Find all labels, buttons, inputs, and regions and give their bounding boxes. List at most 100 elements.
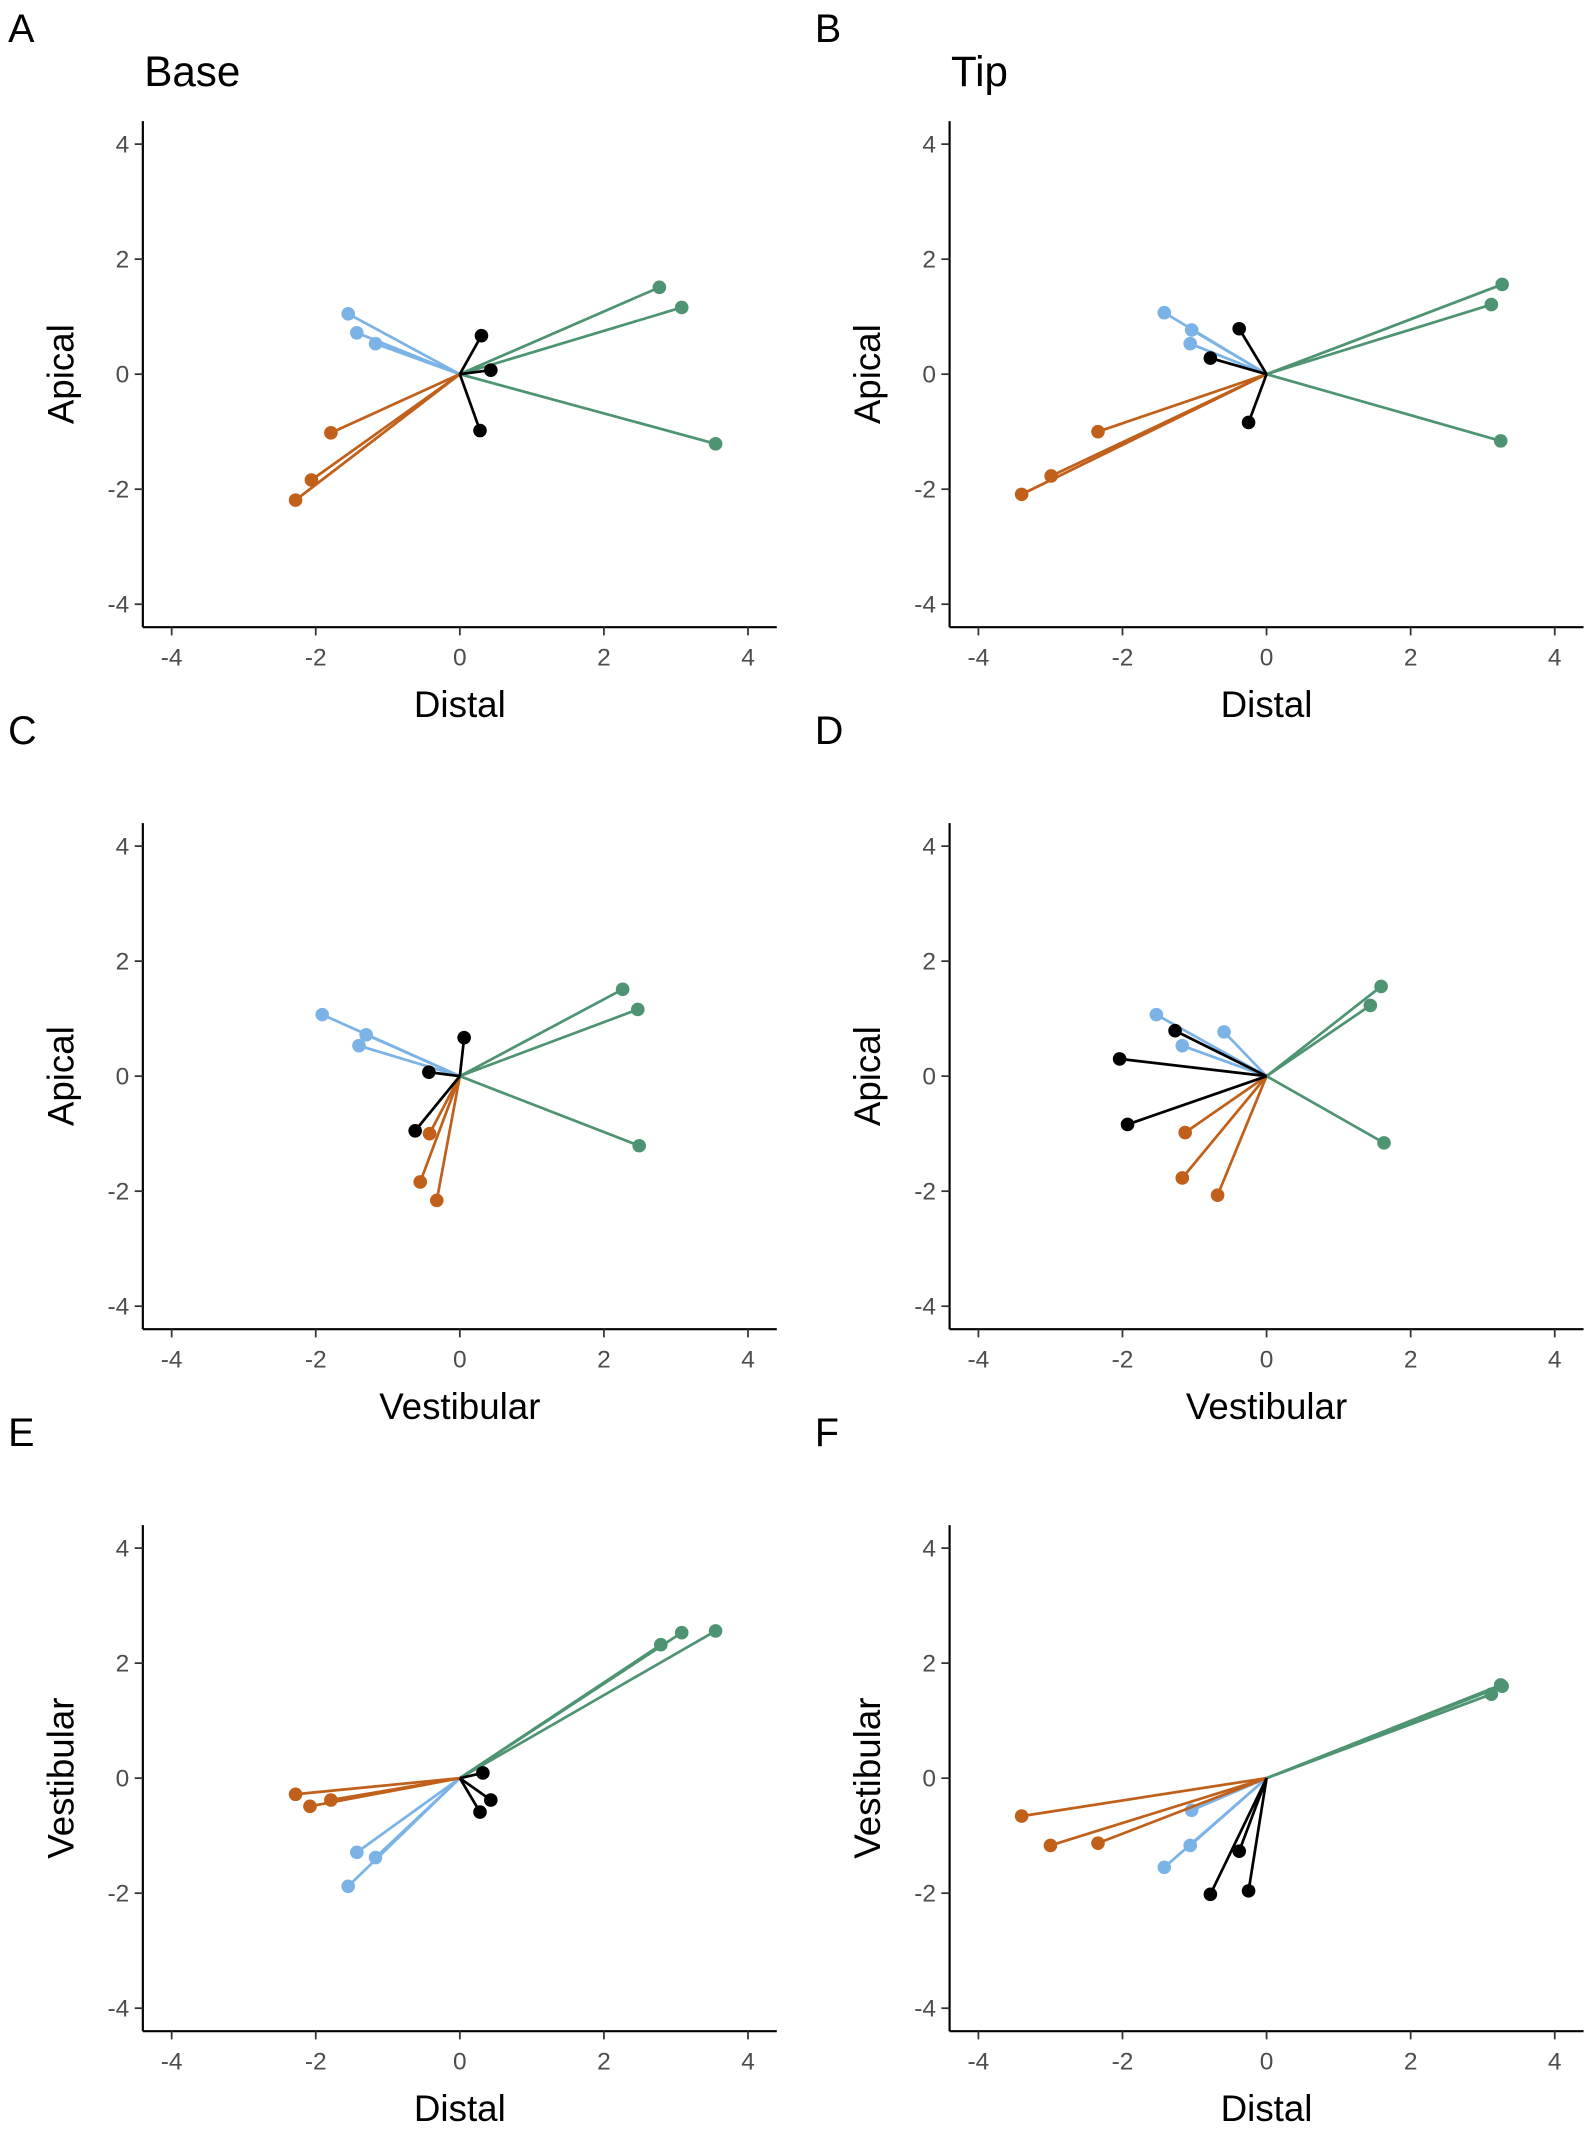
y-axis-title: Apical <box>40 1026 81 1126</box>
panel: A Base -4 -2 0 2 4 -4 -2 0 2 4 Distal Apical <box>8 7 777 725</box>
vector-line <box>1265 1074 1385 1145</box>
vector-point <box>341 1879 355 1894</box>
y-tick-label: 0 <box>116 1063 130 1090</box>
x-tick-label: 4 <box>741 1346 755 1373</box>
y-tick-label: 0 <box>922 1765 936 1792</box>
vector-line <box>1238 328 1268 375</box>
panel-title: Tip <box>951 48 1008 95</box>
y-tick-label: -4 <box>914 1995 936 2022</box>
vector-line <box>356 1777 461 1854</box>
x-tick-label: 2 <box>597 1346 611 1373</box>
y-tick-label: -2 <box>107 1178 129 1205</box>
panel-label: D <box>815 709 843 753</box>
y-axis-title: Apical <box>847 324 888 424</box>
vector-line <box>1181 1075 1268 1179</box>
vector-point <box>303 1799 317 1814</box>
vector-line <box>1119 1057 1267 1078</box>
vector-point <box>1377 1136 1391 1150</box>
vector-point <box>1493 434 1508 448</box>
vector-point <box>474 328 489 343</box>
y-tick-label: -4 <box>107 591 129 618</box>
vector-point <box>484 363 498 377</box>
vector-line <box>459 988 624 1078</box>
vector-line <box>375 342 461 376</box>
vector-line <box>459 1074 640 1148</box>
panel-label: F <box>815 1411 839 1455</box>
vector-line <box>1163 1777 1268 1869</box>
vector-point <box>473 1805 487 1819</box>
vector-line <box>295 1776 460 1796</box>
x-tick-label: -2 <box>305 2048 327 2075</box>
x-axis-title: Vestibular <box>1186 1386 1347 1427</box>
panel: D -4 -2 0 2 4 -4 -2 0 2 4 Vestibular Apical <box>815 709 1584 1427</box>
x-tick-label: 2 <box>1404 644 1418 671</box>
vector-point <box>632 1138 647 1153</box>
x-tick-label: -2 <box>305 644 327 671</box>
vector-point <box>1241 415 1256 430</box>
y-tick-label: 2 <box>922 1650 936 1677</box>
vector-point <box>429 1193 444 1208</box>
x-tick-label: 2 <box>1404 2048 1418 2075</box>
vector-point <box>708 1624 723 1638</box>
vector-point <box>324 1793 338 1807</box>
panel-label: B <box>815 7 841 51</box>
y-tick-label: -2 <box>914 476 936 503</box>
y-tick-label: 4 <box>116 833 130 860</box>
vector-point <box>1184 323 1199 337</box>
vector-point <box>315 1007 330 1022</box>
y-tick-label: -4 <box>107 1995 129 2022</box>
vector-line <box>1097 1776 1268 1845</box>
vector-point <box>652 280 667 295</box>
vector-point <box>1241 1884 1256 1898</box>
vector-point <box>1217 1025 1231 1039</box>
vector-line <box>1216 1075 1268 1196</box>
vector-line <box>1266 303 1492 376</box>
vector-line <box>1247 373 1268 423</box>
vector-line <box>347 312 461 376</box>
vector-line <box>1266 1684 1503 1780</box>
vector-line <box>459 286 660 376</box>
vector-point <box>408 1123 422 1138</box>
panel: E -4 -2 0 2 4 -4 -2 0 2 4 Distal Vestibular <box>8 1411 777 2129</box>
x-tick-label: 4 <box>741 2048 755 2075</box>
vector-point <box>1112 1052 1127 1066</box>
vector-line <box>294 373 461 502</box>
y-tick-label: 4 <box>116 131 130 158</box>
panel: B Tip -4 -2 0 2 4 -4 -2 0 2 4 Distal Apical <box>815 7 1584 725</box>
y-tick-label: -2 <box>914 1880 936 1907</box>
vector-line <box>458 334 483 375</box>
vector-point <box>1210 1188 1225 1203</box>
y-tick-label: -2 <box>107 476 129 503</box>
y-tick-label: 4 <box>922 833 936 860</box>
x-tick-label: 4 <box>1548 644 1562 671</box>
x-tick-label: 0 <box>453 644 467 671</box>
x-axis-title: Distal <box>414 2088 506 2129</box>
x-tick-label: -2 <box>1112 1346 1134 1373</box>
x-tick-label: 0 <box>1260 2048 1274 2075</box>
x-tick-label: -4 <box>968 644 990 671</box>
vector-line <box>1097 372 1268 433</box>
vector-point <box>674 1625 689 1640</box>
x-tick-label: -4 <box>968 1346 990 1373</box>
x-tick-label: 0 <box>1260 644 1274 671</box>
y-tick-label: 0 <box>922 361 936 388</box>
vector-point <box>1149 1007 1164 1022</box>
y-axis-title: Apical <box>40 324 81 424</box>
vector-point <box>368 336 383 351</box>
vector-line <box>309 1776 461 1808</box>
vector-point <box>457 1030 471 1045</box>
vector-line <box>1247 1777 1268 1892</box>
x-tick-label: 4 <box>741 644 755 671</box>
vector-point <box>304 473 319 487</box>
vector-point <box>422 1126 437 1141</box>
vector-line <box>347 1777 461 1888</box>
vector-line <box>1184 1075 1268 1134</box>
vector-point <box>1178 1125 1192 1140</box>
vector-point <box>288 1787 303 1802</box>
vector-point <box>341 306 355 321</box>
vector-line <box>459 1631 683 1780</box>
panel-label: E <box>8 1411 34 1455</box>
vector-line <box>459 372 716 446</box>
vector-line <box>1021 372 1268 496</box>
